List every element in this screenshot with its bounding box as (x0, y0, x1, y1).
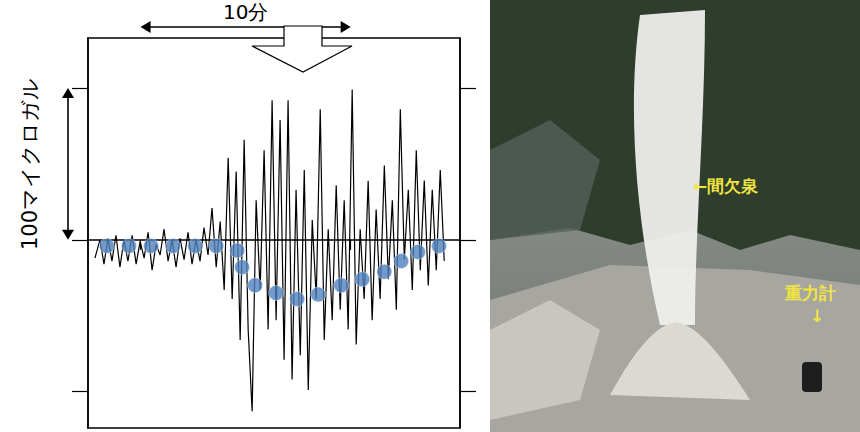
svg-text:↓: ↓ (810, 306, 824, 326)
svg-text:←間欠泉: ←間欠泉 (693, 176, 758, 196)
svg-text:重力計: 重力計 (784, 283, 836, 303)
svg-text:10分: 10分 (223, 0, 268, 24)
svg-text:100マイクロガル: 100マイクロガル (18, 78, 42, 250)
